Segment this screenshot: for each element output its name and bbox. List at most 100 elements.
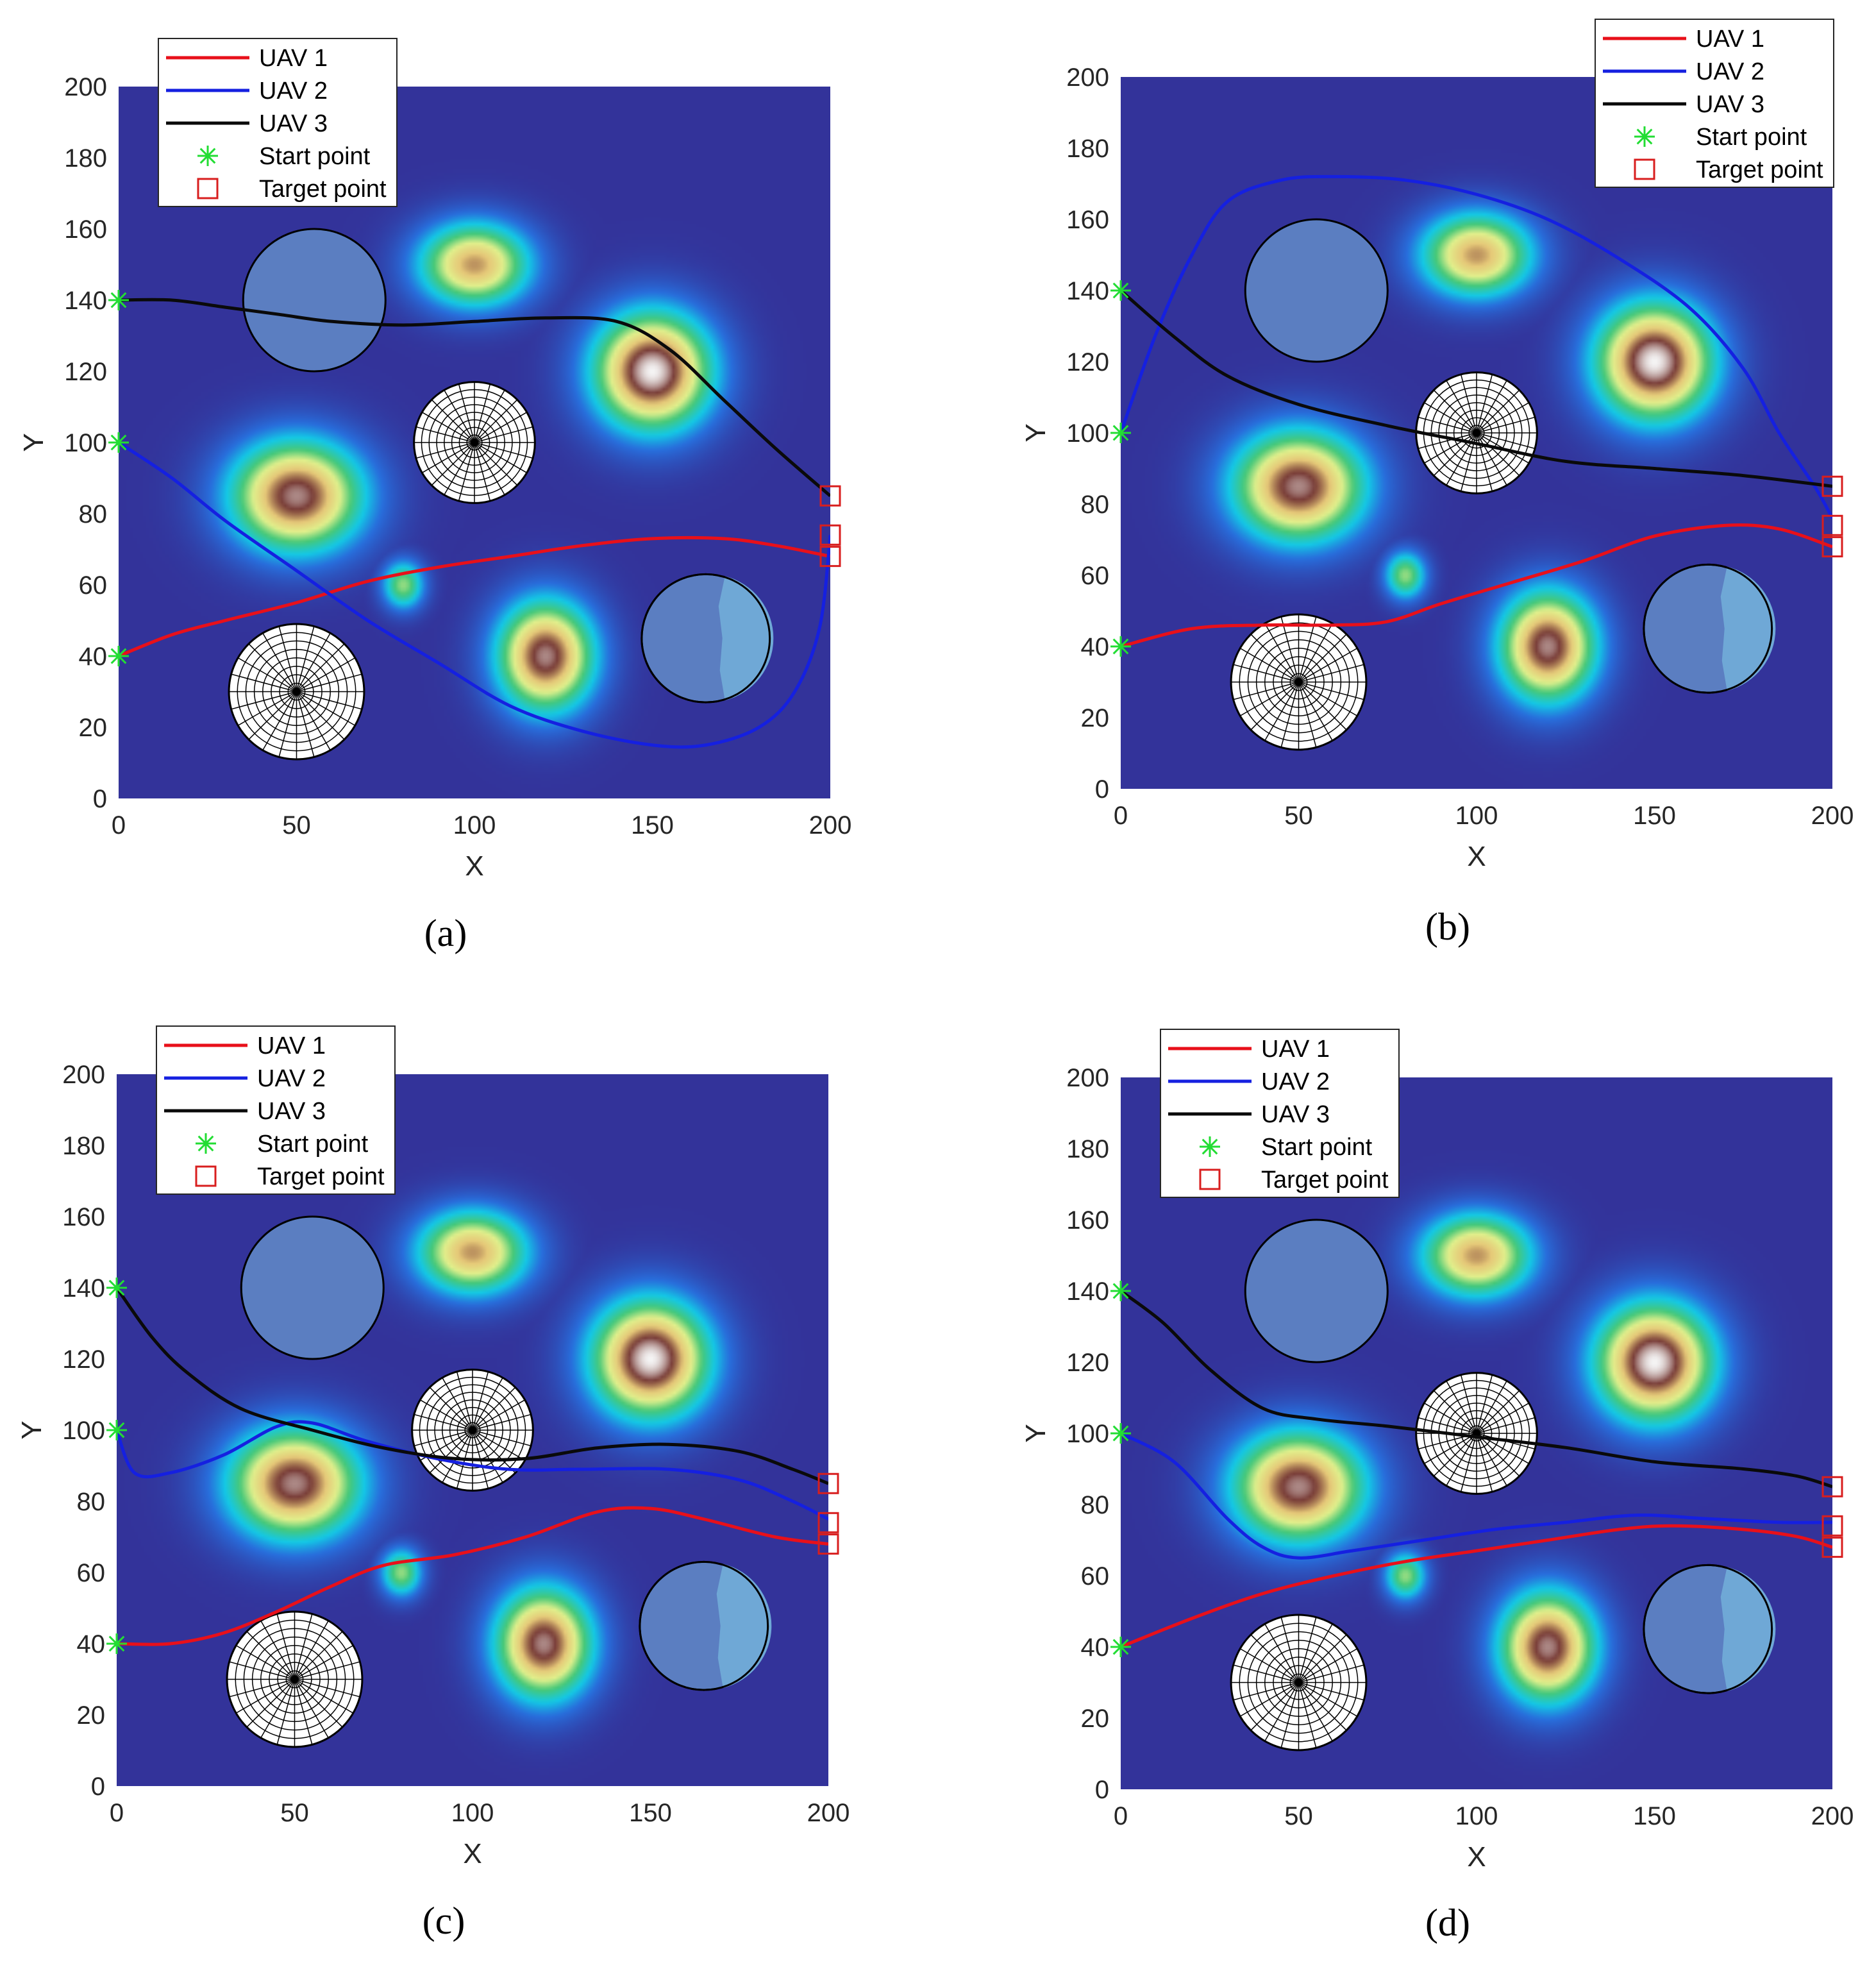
y-axis-label: Y [1020,1424,1051,1442]
y-tick-label: 200 [1066,1064,1109,1092]
target-point-marker [819,485,841,507]
obstacle-disk-highlight [1720,566,1776,691]
legend-label: Start point [1261,1134,1373,1161]
start-point-marker [1110,636,1131,657]
obstacle-disk-highlight [718,576,774,701]
plot-area-c: 0 50 100 150 200 0 20 40 60 80 100 120 140 160 180 200 X… [16,1025,850,1869]
y-tick-label: 40 [79,643,108,671]
y-tick-label: 160 [62,1203,105,1231]
y-axis-label: Y [18,433,49,451]
radar-obstacle [226,1610,364,1748]
y-tick-label: 180 [64,144,107,173]
path-uav-3 [119,298,830,498]
plot-area-d: 0 50 100 150 200 0 20 40 60 80 100 120 140 160 180 200 X… [1020,1029,1854,1873]
panel-caption-a: (a) [424,912,467,954]
y-tick-label: 140 [64,287,107,315]
legend-item: UAV 1 [1603,26,1764,53]
y-tick-label: 0 [1095,1776,1109,1804]
target-point-marker [817,1472,839,1494]
legend-item: Target point [195,1163,385,1190]
radar-obstacle [411,1369,534,1492]
legend-item: UAV 2 [166,78,328,105]
legend-label: Target point [1261,1167,1389,1193]
obstacle-disk-outline [641,573,771,704]
plot-area-b: 0 50 100 150 200 0 20 40 60 80 100 120 140 160 180 200 X… [1020,19,1854,872]
target-point-marker [1822,536,1843,558]
start-point-marker [1110,423,1131,443]
panel-caption-d: (d) [1425,1902,1470,1944]
legend-label: UAV 2 [259,78,328,105]
obstacle-disk-outline [1643,1564,1773,1694]
legend: UAV 1 UAV 2 UAV 3 Start point Target point [158,38,398,207]
legend-label: UAV 3 [1261,1101,1330,1128]
radar-obstacle [1415,371,1538,494]
y-tick-label: 40 [1081,1633,1110,1662]
legend-item: UAV 2 [1168,1068,1330,1095]
y-tick-label: 60 [79,571,108,600]
y-tick-label: 40 [1081,633,1110,661]
y-tick-label: 160 [64,215,107,244]
panel-caption-b: (b) [1425,906,1470,948]
y-tick-label: 20 [79,714,108,742]
y-tick-label: 140 [62,1274,105,1303]
legend-item: Target point [197,176,387,203]
x-tick-label: 150 [1633,802,1676,830]
x-tick-label: 200 [809,811,852,839]
x-axis-label: X [1467,841,1486,872]
y-tick-label: 60 [77,1559,106,1587]
x-axis-label: X [465,850,483,882]
path-uav-3 [117,1286,828,1485]
start-point-marker [106,1420,127,1440]
y-tick-label: 0 [1095,775,1109,804]
legend-label: Target point [257,1163,385,1190]
y-tick-label: 100 [62,1417,105,1445]
path-uav-1 [1121,1524,1832,1649]
radar-obstacle [228,623,365,761]
radar-obstacle [1230,613,1368,751]
panel-a: 0 50 100 150 200 0 20 40 60 80 100 120 140 160 180 200 X… [18,38,851,954]
x-axis-label: X [463,1838,482,1869]
target-point-marker [817,1533,839,1555]
y-tick-label: 100 [64,429,107,457]
y-axis-label: Y [16,1421,47,1439]
legend-label: UAV 3 [1696,91,1764,118]
obstacle-disk-outline [1643,563,1773,694]
path-uav-1 [1121,523,1832,648]
start-point-marker [1110,1281,1131,1301]
y-tick-label: 0 [93,785,107,813]
y-tick-label: 180 [1066,135,1109,163]
y-tick-label: 180 [62,1132,105,1160]
target-point-marker [1822,475,1843,497]
panel-b: 0 50 100 150 200 0 20 40 60 80 100 120 140 160 180 200 X… [1020,19,1854,948]
y-tick-label: 80 [1081,491,1110,519]
radar-obstacle [1230,1614,1368,1751]
obstacle-disk [240,1215,385,1360]
legend-label: Start point [257,1131,369,1158]
legend-item: Target point [1199,1167,1389,1193]
y-tick-label: 20 [77,1701,106,1730]
panel-d: 0 50 100 150 200 0 20 40 60 80 100 120 140 160 180 200 X… [1020,1029,1854,1944]
path-uav-2 [119,441,830,749]
legend-item: UAV 1 [164,1033,326,1059]
x-tick-label: 50 [1284,1802,1313,1830]
obstacle-disk [1244,1219,1389,1363]
legend: UAV 1 UAV 2 UAV 3 Start point Target point [156,1025,396,1195]
y-tick-label: 20 [1081,1705,1110,1733]
start-point-marker [106,1633,127,1654]
target-point-marker [817,1512,839,1533]
x-tick-label: 100 [1455,1802,1498,1830]
x-tick-label: 0 [1114,1802,1128,1830]
x-tick-label: 50 [1284,802,1313,830]
start-point-marker [1110,1637,1131,1657]
x-tick-label: 200 [1811,802,1854,830]
y-tick-label: 120 [1066,348,1109,376]
y-tick-label: 60 [1081,562,1110,590]
x-tick-label: 150 [631,811,674,839]
legend-label: Start point [1696,124,1807,151]
legend-item: UAV 3 [1603,91,1764,118]
target-point-marker [819,524,841,546]
y-tick-label: 160 [1066,1206,1109,1235]
y-tick-label: 140 [1066,277,1109,305]
start-point-marker [108,432,129,453]
